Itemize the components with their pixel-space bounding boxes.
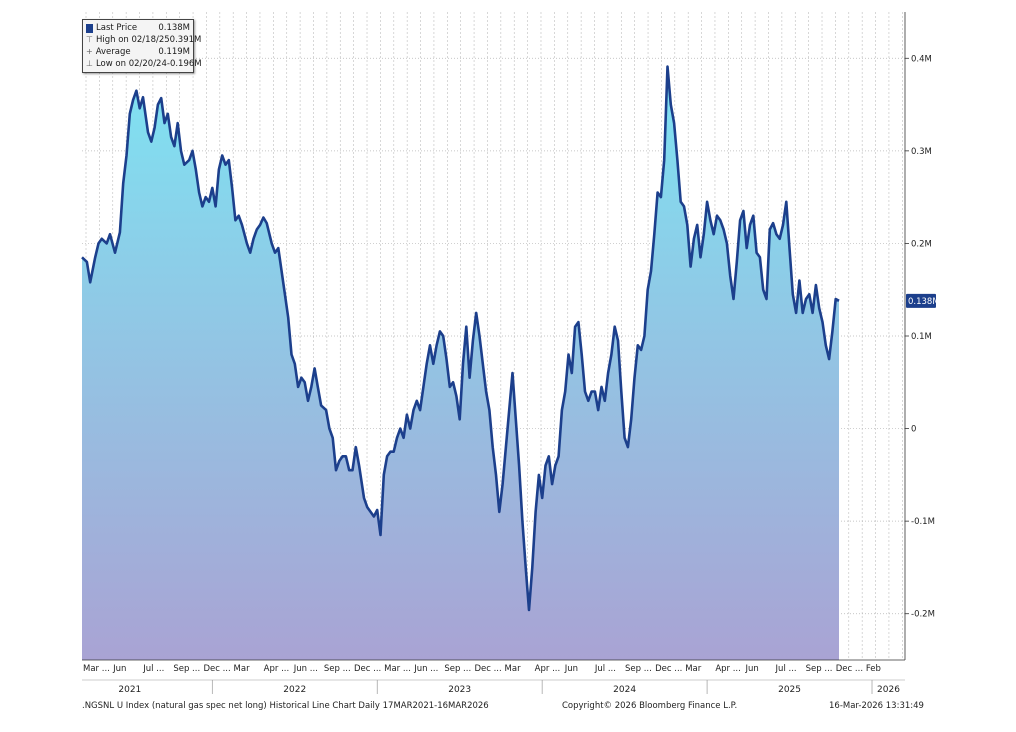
last-price-badge: 0.138M	[906, 293, 940, 308]
legend-label: High on 02/18/25	[95, 35, 170, 45]
x-month-label: Dec ...	[474, 664, 501, 674]
x-year-label: 2022	[283, 685, 306, 695]
x-month-label: Sep ...	[806, 664, 833, 674]
last-price-badge-label: 0.138M	[908, 297, 940, 307]
x-month-label: Dec ...	[655, 664, 682, 674]
x-month-label: Jul ...	[775, 664, 797, 674]
legend-value: 0.138M	[158, 23, 190, 33]
x-month-label: Mar ...	[384, 664, 411, 674]
x-month-label: Jun	[744, 664, 758, 674]
series-line	[81, 65, 840, 612]
x-month-label: Sep ...	[173, 664, 200, 674]
x-year-label: 2024	[613, 685, 636, 695]
x-month-label: Sep ...	[324, 664, 351, 674]
average-marker-icon: +	[86, 47, 93, 56]
y-tick-label: 0	[911, 425, 916, 435]
x-month-label: Jul ...	[594, 664, 616, 674]
x-month-label: Mar	[685, 664, 702, 674]
x-month-label: Apr ...	[535, 664, 561, 674]
legend-value: 0.391M	[169, 35, 202, 45]
y-tick-label: 0.3M	[911, 147, 932, 157]
x-month-label: Sep ...	[444, 664, 471, 674]
legend: Last Price 0.138M ⊤ High on 02/18/25 0.39…	[82, 19, 202, 73]
x-month-label: Jun	[564, 664, 578, 674]
y-tick-label: -0.2M	[911, 610, 935, 620]
last-price-badge-box	[906, 293, 936, 308]
x-axis: Mar ... Jun Jul ... Sep ... Dec ... Mar Apr ..…	[82, 659, 905, 695]
y-tick-label: 0.1M	[911, 332, 932, 342]
x-year-label: 2023	[448, 685, 471, 695]
x-month-label: Jul ...	[142, 664, 164, 674]
legend-row-low: ⊥ Low on 02/20/24 -0.196M	[86, 58, 202, 70]
series-area	[82, 66, 839, 661]
legend-row-high: ⊤ High on 02/18/25 0.391M	[86, 34, 201, 46]
legend-value: -0.196M	[166, 59, 202, 69]
x-month-label: Dec ...	[203, 664, 230, 674]
x-year-label: 2021	[118, 685, 141, 695]
y-tick-label: 0.2M	[911, 239, 932, 249]
x-month-label: Jun ...	[293, 664, 318, 674]
x-month-label: Mar ...	[83, 664, 110, 674]
x-month-label: Dec ...	[836, 664, 863, 674]
x-month-label: Mar	[234, 664, 251, 674]
low-marker-icon: ⊥	[86, 59, 93, 68]
x-year-label: 2026	[877, 685, 900, 695]
x-year-label: 2025	[778, 685, 801, 695]
y-tick-label: -0.1M	[911, 517, 935, 527]
x-month-label: Mar	[505, 664, 522, 674]
legend-value: 0.119M	[158, 47, 190, 57]
x-month-label: Jun	[112, 664, 126, 674]
high-marker-icon: ⊤	[86, 35, 93, 44]
y-tick-label: 0.4M	[911, 54, 932, 64]
legend-row-average: + Average 0.119M	[86, 46, 190, 58]
footer-source: .NGSNL U Index (natural gas spec net lon…	[82, 701, 489, 711]
last-price-swatch-icon	[86, 23, 93, 33]
legend-row-last-price: Last Price 0.138M	[86, 22, 190, 34]
y-axis: 0.4M 0.3M 0.2M 0.1M 0 -0.1M -0.2M	[904, 12, 935, 660]
x-month-label: Apr ...	[264, 664, 290, 674]
x-month-label: Sep ...	[625, 664, 652, 674]
footer-timestamp: 16-Mar-2026 13:31:49	[829, 701, 924, 711]
legend-label: Low on 02/20/24	[95, 59, 167, 69]
legend-label: Average	[95, 47, 131, 57]
legend-label: Last Price	[96, 23, 138, 33]
x-month-label: Feb	[866, 664, 881, 674]
x-month-label: Jun ...	[413, 664, 438, 674]
x-month-label: Apr ...	[715, 664, 741, 674]
x-month-label: Dec ...	[354, 664, 381, 674]
footer-copyright: Copyright© 2026 Bloomberg Finance L.P.	[562, 701, 738, 711]
